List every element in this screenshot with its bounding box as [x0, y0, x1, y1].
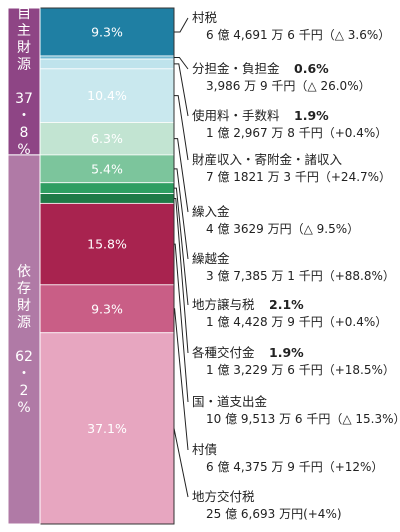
bar-segment-2 [39, 55, 175, 60]
category-name-label: 使用料・手数料 [192, 108, 280, 123]
category-name-label: 繰越金 [192, 251, 230, 266]
segment-percent-label: 6.3% [91, 131, 123, 146]
group-label-char: 源 [17, 57, 31, 73]
category-amount-label: 1 億 2,967 万 8 千円（+0.4%） [206, 126, 387, 140]
category-amount-label: 6 億 4,691 万 6 千円（△ 3.6%） [206, 28, 390, 42]
group-label-char: ・ [17, 108, 31, 124]
category-name-label: 繰入金 [192, 204, 230, 219]
category-amount-label: 1 億 4,428 万 9 千円（+0.4%） [206, 315, 387, 329]
bar-segment-8 [39, 193, 175, 204]
bar-segment-5 [39, 122, 175, 156]
group-label-char: 主 [17, 23, 31, 39]
category-name-label: 地方交付税 [192, 489, 255, 504]
group-bar-1 [7, 7, 41, 156]
group-bar-2 [7, 154, 41, 525]
category-amount-label: 3,986 万 9 千円（△ 26.0%） [206, 79, 371, 93]
bar-segment-3 [39, 58, 175, 70]
bar-segment-1 [39, 7, 175, 57]
segment-percent-label: 9.3% [91, 24, 123, 39]
category-amount-label: 6 億 4,375 万 9 千円（+12%） [206, 460, 383, 474]
group-label-char: % [17, 142, 30, 158]
category-amount-label: 1 億 3,229 万 6 千円（+18.5%） [206, 363, 395, 377]
group-label-char: 8 [20, 125, 29, 141]
group-label-char: 財 [17, 40, 31, 56]
group-label-char: 37 [15, 91, 33, 107]
group-label-char: 財 [17, 298, 31, 314]
group-label-char: 依 [17, 264, 31, 280]
category-name-label: 分担金・負担金 [192, 61, 280, 76]
category-amount-label: 25 億 6,693 万円(+4%) [206, 507, 342, 521]
leader-line [174, 63, 189, 117]
bar-segment-7 [39, 182, 175, 194]
category-name-label: 財産収入・寄附金・諸収入 [192, 152, 343, 167]
category-name-label: 各種交付金 [192, 345, 255, 360]
leader-line [174, 243, 189, 403]
category-name-label: 地方譲与税 [192, 297, 255, 312]
group-label-char: % [17, 400, 30, 416]
leader-line [174, 17, 189, 33]
segment-percent-label: 10.4% [87, 88, 127, 103]
leader-line [174, 308, 189, 451]
category-inline-percent: 1.9% [269, 345, 304, 360]
segment-percent-label: 9.3% [91, 301, 123, 316]
group-label-char: 自 [17, 6, 31, 22]
leader-line [174, 95, 189, 161]
category-inline-percent: 2.1% [269, 297, 304, 312]
category-amount-label: 7 億 1821 万 3 千円（+24.7%） [206, 170, 391, 184]
leader-line [174, 138, 189, 213]
group-label-char: 62 [15, 349, 33, 365]
group-label-char: ・ [17, 366, 31, 382]
group-label-char: 2 [20, 383, 29, 399]
category-inline-percent: 1.9% [294, 108, 329, 123]
leader-line [174, 187, 189, 306]
category-inline-percent: 0.6% [294, 61, 329, 76]
bar-segment-4 [39, 68, 175, 123]
leader-line [174, 197, 189, 354]
category-name-label: 村債 [192, 442, 217, 457]
leader-line [174, 168, 189, 260]
category-amount-label: 4 億 3629 万円（△ 9.5%） [206, 222, 359, 236]
group-label-char: 源 [17, 315, 31, 331]
bar-segment-9 [39, 202, 175, 286]
bar-segment-10 [39, 284, 175, 334]
segment-percent-label: 5.4% [91, 161, 123, 176]
leader-line [174, 56, 189, 70]
group-label-char: 存 [17, 281, 31, 297]
bar-segment-11 [39, 332, 175, 525]
leader-line [173, 428, 189, 498]
category-amount-label: 3 億 7,385 万 1 千円（+88.8%） [206, 269, 395, 283]
category-name-label: 村税 [192, 10, 218, 25]
category-amount-label: 10 億 9,513 万 6 千円（△ 15.3%） [206, 412, 400, 426]
category-name-label: 国・道支出金 [192, 394, 268, 409]
segment-percent-label: 37.1% [87, 421, 127, 436]
segment-percent-label: 15.8% [87, 237, 127, 252]
